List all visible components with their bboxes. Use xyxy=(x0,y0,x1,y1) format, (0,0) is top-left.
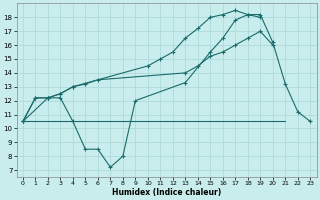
X-axis label: Humidex (Indice chaleur): Humidex (Indice chaleur) xyxy=(112,188,221,197)
